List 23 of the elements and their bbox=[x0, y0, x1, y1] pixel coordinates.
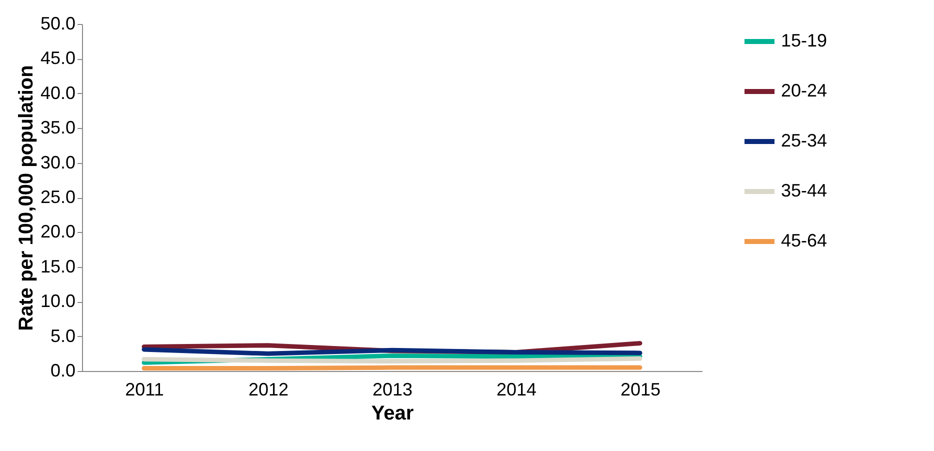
legend-label: 35-44 bbox=[781, 180, 828, 200]
legend-label: 20-24 bbox=[781, 80, 828, 100]
x-tick-label: 2011 bbox=[125, 380, 164, 400]
y-tick-label: 45.0 bbox=[40, 48, 76, 68]
x-tick-label: 2014 bbox=[496, 380, 537, 400]
x-tick-label: 2012 bbox=[248, 380, 289, 400]
x-axis-title: Year bbox=[371, 402, 414, 424]
y-tick-label: 15.0 bbox=[40, 256, 76, 276]
y-tick-label: 0.0 bbox=[50, 360, 76, 380]
legend-label: 45-64 bbox=[781, 230, 828, 250]
y-tick-label: 30.0 bbox=[40, 152, 76, 172]
y-tick-label: 25.0 bbox=[40, 187, 76, 207]
y-tick-label: 50.0 bbox=[40, 14, 76, 34]
legend-label: 15-19 bbox=[781, 30, 828, 50]
y-axis-title: Rate per 100,000 population bbox=[15, 65, 38, 331]
y-tick-label: 5.0 bbox=[50, 326, 76, 346]
x-tick-label: 2015 bbox=[620, 380, 661, 400]
y-tick-label: 40.0 bbox=[40, 82, 76, 103]
x-tick-label: 2013 bbox=[372, 380, 413, 400]
y-tick-label: 35.0 bbox=[40, 118, 76, 138]
legend-label: 25-34 bbox=[781, 130, 828, 150]
y-tick-label: 20.0 bbox=[40, 222, 76, 242]
y-tick-label: 10.0 bbox=[40, 291, 76, 312]
